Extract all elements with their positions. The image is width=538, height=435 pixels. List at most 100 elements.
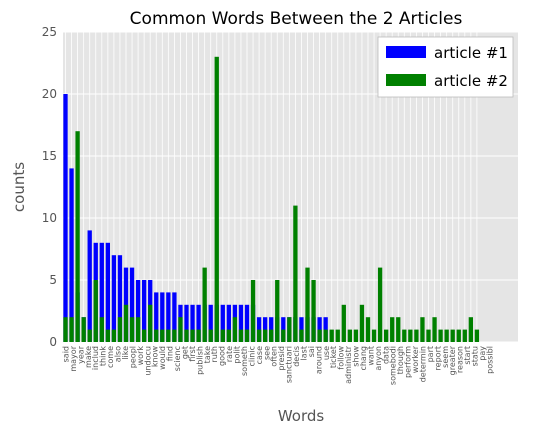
bar-article-2 bbox=[202, 267, 207, 342]
x-tick-label: publish bbox=[195, 346, 204, 375]
bar-article-2 bbox=[281, 329, 286, 342]
bar-article-1 bbox=[238, 304, 244, 342]
bar-article-1 bbox=[160, 292, 165, 342]
bar-article-2 bbox=[129, 317, 135, 342]
bar-article-2 bbox=[250, 280, 256, 342]
y-tick-label: 10 bbox=[42, 211, 57, 225]
bar-article-2 bbox=[220, 329, 225, 342]
x-tick-label: data bbox=[381, 346, 390, 364]
bar-article-2 bbox=[226, 329, 231, 342]
x-tick-label: would bbox=[158, 346, 167, 370]
x-tick-label: someth bbox=[240, 346, 249, 376]
x-tick-label: make bbox=[84, 346, 93, 368]
bar-article-2 bbox=[317, 329, 322, 342]
bar-article-2 bbox=[263, 329, 268, 342]
bar-article-2 bbox=[365, 317, 371, 342]
x-axis-label: Words bbox=[278, 407, 325, 425]
bar-article-1 bbox=[63, 94, 68, 342]
x-tick-label: often bbox=[270, 346, 279, 367]
x-tick-label: polit bbox=[233, 346, 242, 364]
bar-article-2 bbox=[269, 329, 274, 342]
x-tick-label: ruth bbox=[210, 346, 219, 363]
bar-article-1 bbox=[154, 292, 159, 342]
bar-article-1 bbox=[69, 168, 74, 342]
bar-article-2 bbox=[160, 329, 165, 342]
bar-article-2 bbox=[232, 317, 238, 342]
bar-article-2 bbox=[311, 280, 316, 342]
bar-article-1 bbox=[208, 304, 213, 342]
x-tick-label: decis bbox=[292, 346, 301, 367]
bar-article-2 bbox=[75, 131, 80, 342]
x-tick-label: sanctuari bbox=[285, 346, 294, 383]
x-tick-label: year bbox=[76, 345, 85, 364]
bar-article-2 bbox=[166, 329, 171, 342]
bar-article-2 bbox=[196, 329, 201, 342]
bar-article-2 bbox=[190, 329, 195, 342]
bar-article-2 bbox=[111, 329, 117, 342]
x-tick-label: seem bbox=[441, 346, 450, 368]
x-tick-label: see bbox=[262, 346, 271, 360]
x-tick-label: clinic bbox=[247, 346, 256, 367]
bar-article-2 bbox=[148, 304, 153, 342]
bar-article-2 bbox=[371, 329, 377, 342]
bar-article-2 bbox=[208, 329, 213, 342]
y-tick-label: 25 bbox=[42, 25, 57, 39]
chart-title: Common Words Between the 2 Articles bbox=[130, 9, 463, 29]
bar-article-2 bbox=[456, 329, 461, 342]
bar-article-1 bbox=[172, 292, 177, 342]
x-tick-label: ticket bbox=[329, 346, 338, 368]
x-tick-label: last bbox=[299, 346, 308, 360]
x-tick-label: greater bbox=[448, 345, 457, 375]
bar-article-2 bbox=[293, 205, 298, 342]
bar-article-2 bbox=[420, 317, 425, 342]
x-tick-label: sai bbox=[307, 346, 316, 357]
x-tick-label: includ bbox=[91, 346, 100, 370]
legend-label-article-1: article #1 bbox=[434, 44, 508, 62]
bar-article-2 bbox=[69, 317, 74, 342]
bar-article-1 bbox=[117, 255, 123, 342]
bar-article-2 bbox=[63, 317, 68, 342]
bar-article-2 bbox=[474, 329, 480, 342]
x-tick-label: reason bbox=[456, 346, 465, 373]
bar-article-2 bbox=[396, 317, 401, 342]
x-tick-label: possibl bbox=[485, 346, 494, 374]
bar-article-1 bbox=[87, 230, 92, 342]
bar-article-1 bbox=[196, 304, 201, 342]
legend-label-article-2: article #2 bbox=[434, 72, 508, 90]
legend-swatch-article-1 bbox=[386, 46, 426, 58]
y-axis-label: counts bbox=[10, 162, 28, 212]
x-tick-label: pay bbox=[478, 346, 487, 361]
bar-article-1 bbox=[166, 292, 171, 342]
x-tick-label: also bbox=[114, 346, 123, 362]
bar-article-2 bbox=[323, 329, 328, 342]
bar-article-2 bbox=[105, 329, 110, 342]
x-tick-label: start bbox=[463, 346, 472, 365]
bar-article-2 bbox=[426, 329, 431, 342]
x-tick-label: anyon bbox=[374, 346, 383, 371]
bar-article-2 bbox=[93, 280, 98, 342]
x-tick-label: peopl bbox=[128, 346, 137, 368]
x-tick-label: scienc bbox=[173, 346, 182, 371]
bar-article-1 bbox=[105, 242, 110, 342]
x-tick-label: show bbox=[352, 346, 361, 367]
bar-article-2 bbox=[438, 329, 443, 342]
bar-article-2 bbox=[347, 329, 352, 342]
y-tick-label: 0 bbox=[49, 335, 57, 349]
x-tick-label: want bbox=[366, 346, 375, 366]
x-tick-label: come bbox=[106, 346, 115, 368]
x-tick-label: part bbox=[426, 346, 435, 362]
bar-article-2 bbox=[341, 304, 346, 342]
x-tick-label: around bbox=[314, 346, 323, 374]
x-tick-label: find bbox=[166, 346, 175, 361]
bars-group bbox=[63, 56, 480, 343]
bar-article-2 bbox=[335, 329, 340, 342]
bar-article-2 bbox=[305, 267, 310, 342]
x-tick-label: think bbox=[99, 346, 108, 367]
x-tick-label: perform bbox=[404, 346, 413, 378]
bar-article-2 bbox=[450, 329, 455, 342]
bar-article-1 bbox=[129, 267, 135, 342]
bar-article-2 bbox=[81, 317, 86, 342]
x-tick-label: like bbox=[121, 346, 130, 360]
bar-article-1 bbox=[184, 304, 189, 342]
